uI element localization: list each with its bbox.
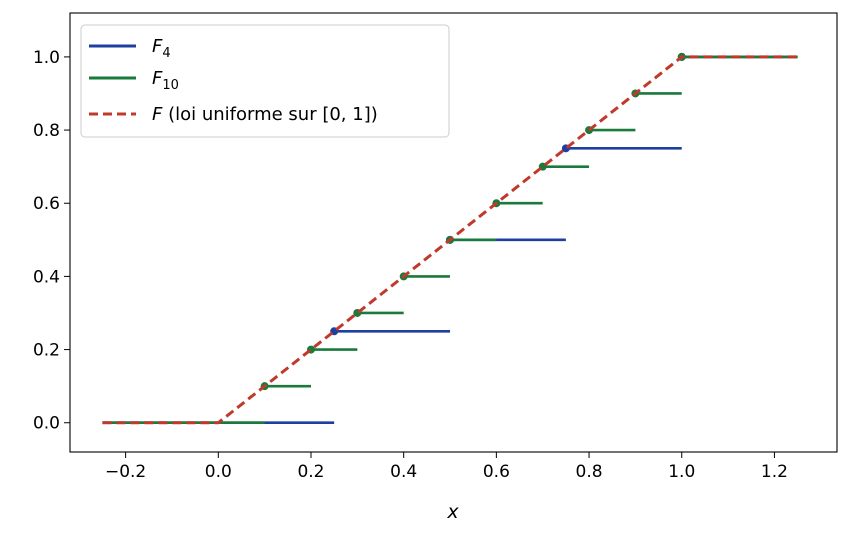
x-tick-label: 0.4 — [390, 462, 417, 482]
x-tick-label: 0.8 — [576, 462, 603, 482]
x-tick-label: −0.2 — [105, 462, 146, 482]
plot-area — [102, 52, 798, 425]
x-tick-label: 1.2 — [761, 462, 788, 482]
axes-frame — [69, 12, 838, 453]
y-tick-label: 0.0 — [33, 414, 60, 434]
y-tick-label: 0.2 — [33, 341, 60, 361]
legend-entry: F10 — [152, 68, 179, 93]
y-tick-label: 0.8 — [33, 121, 60, 141]
y-axis: 0.0 0.2 0.4 0.6 0.8 1.0 — [33, 48, 70, 434]
x-tick-label: 0.6 — [483, 462, 510, 482]
legend: F4 F10 F (loi uniforme sur [0, 1]) — [80, 24, 450, 138]
x-tick-label: 1.0 — [668, 462, 695, 482]
legend-entry: F4 — [152, 36, 171, 61]
y-tick-label: 1.0 — [33, 48, 60, 68]
legend-box — [80, 24, 450, 138]
x-axis: −0.2 0.0 0.2 0.4 0.6 0.8 1.0 1.2 — [105, 452, 788, 482]
x-tick-label: 0.0 — [205, 462, 232, 482]
legend-entry: F (loi uniforme sur [0, 1]) — [152, 104, 378, 125]
y-tick-label: 0.4 — [33, 267, 60, 287]
uniform-cdf-line — [102, 55, 798, 425]
x-axis-label: x — [446, 501, 459, 523]
x-tick-label: 0.2 — [297, 462, 324, 482]
y-tick-label: 0.6 — [33, 194, 60, 214]
